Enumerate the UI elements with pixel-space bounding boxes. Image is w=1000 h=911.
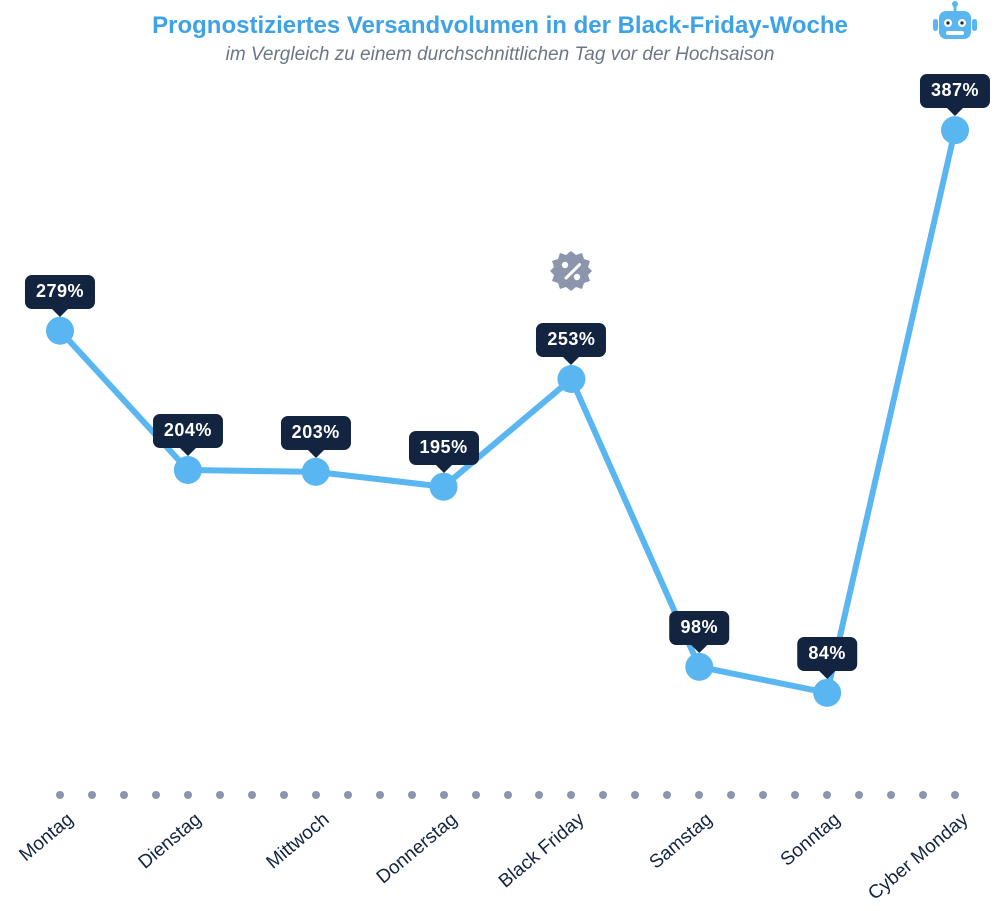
axis-dot bbox=[919, 791, 927, 799]
axis-dot bbox=[631, 791, 639, 799]
x-axis-label: Donnerstag bbox=[372, 809, 461, 889]
axis-dot bbox=[376, 791, 384, 799]
axis-dot bbox=[472, 791, 480, 799]
axis-dot bbox=[152, 791, 160, 799]
line-chart: 279%204%203%195%253%98%84%387% bbox=[0, 66, 1000, 907]
percent-badge-icon bbox=[549, 249, 593, 293]
axis-dot bbox=[312, 791, 320, 799]
axis-dot bbox=[823, 791, 831, 799]
x-axis-label: Montag bbox=[15, 809, 78, 867]
axis-dot bbox=[535, 791, 543, 799]
axis-dot bbox=[120, 791, 128, 799]
x-axis-label: Black Friday bbox=[495, 809, 589, 893]
axis-dot bbox=[280, 791, 288, 799]
x-axis-label: Mittwoch bbox=[262, 809, 334, 874]
axis-dot bbox=[887, 791, 895, 799]
decorations-layer bbox=[0, 0, 1000, 907]
x-axis-dots bbox=[0, 791, 1000, 803]
axis-dot bbox=[567, 791, 575, 799]
x-axis-label: Samstag bbox=[646, 809, 718, 874]
axis-dot bbox=[408, 791, 416, 799]
axis-dot bbox=[727, 791, 735, 799]
axis-dot bbox=[759, 791, 767, 799]
axis-dot bbox=[216, 791, 224, 799]
robot-icon bbox=[931, 0, 979, 44]
axis-dot bbox=[344, 791, 352, 799]
x-axis: MontagDienstagMittwochDonnerstagBlack Fr… bbox=[0, 791, 1000, 881]
axis-dot bbox=[440, 791, 448, 799]
x-axis-label: Dienstag bbox=[134, 809, 206, 874]
x-axis-label: Sonntag bbox=[777, 809, 845, 871]
axis-dot bbox=[248, 791, 256, 799]
axis-dot bbox=[663, 791, 671, 799]
axis-dot bbox=[951, 791, 959, 799]
axis-dot bbox=[791, 791, 799, 799]
axis-dot bbox=[504, 791, 512, 799]
axis-dot bbox=[88, 791, 96, 799]
axis-dot bbox=[184, 791, 192, 799]
axis-dot bbox=[599, 791, 607, 799]
axis-dot bbox=[695, 791, 703, 799]
axis-dot bbox=[855, 791, 863, 799]
axis-dot bbox=[56, 791, 64, 799]
